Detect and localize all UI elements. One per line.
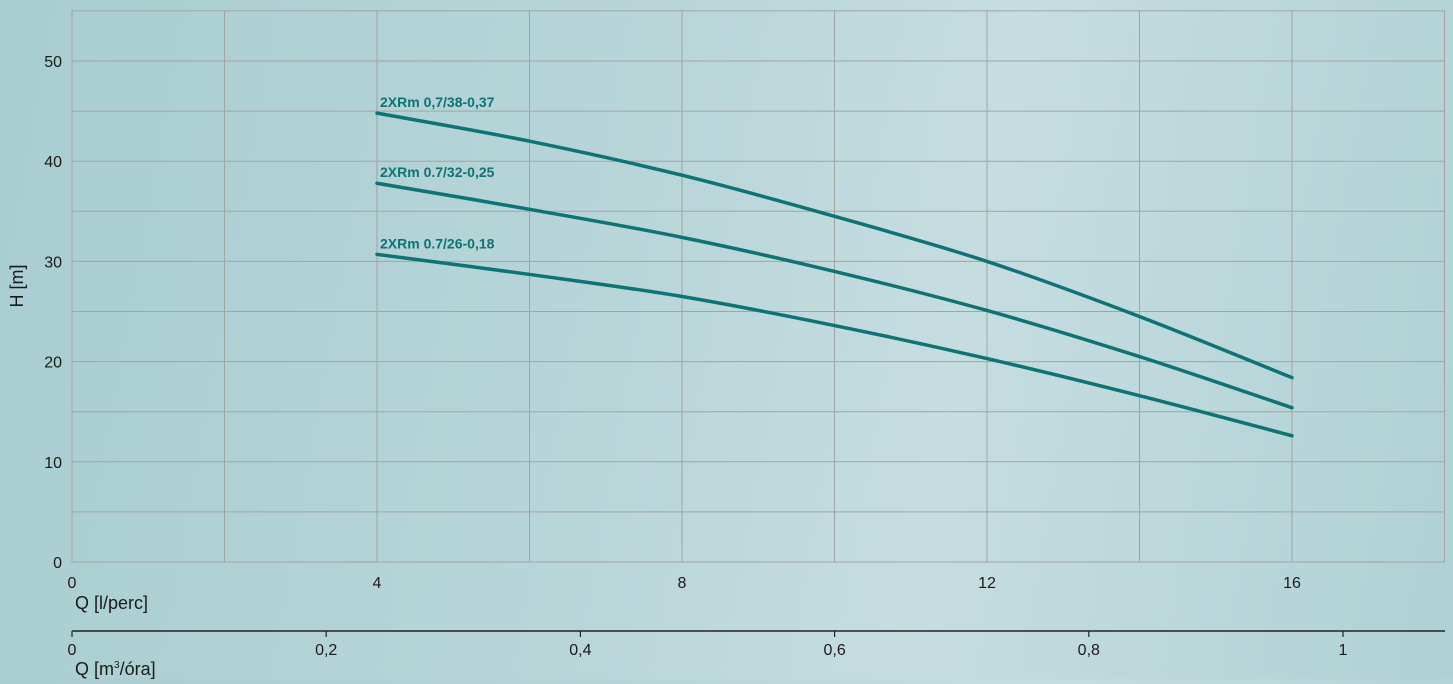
y-tick-label: 40 bbox=[44, 154, 62, 171]
x-tick-label: 12 bbox=[978, 575, 996, 592]
x-tick-label: 16 bbox=[1283, 575, 1301, 592]
series-label: 2XRm 0.7/32-0,25 bbox=[380, 164, 495, 180]
secondary-tick-label: 0,4 bbox=[569, 642, 591, 659]
secondary-tick-label: 1 bbox=[1339, 642, 1348, 659]
y-tick-label: 30 bbox=[44, 254, 62, 271]
series-line bbox=[375, 252, 1294, 438]
label-layer: 2XRm 0,7/38-0,37 2XRm 0.7/32-0,25 2XRm 0.7… bbox=[380, 94, 495, 251]
secondary-tick-label: 0,2 bbox=[315, 642, 337, 659]
secondary-axis-label: Q [m3/óra] bbox=[75, 659, 156, 679]
y-tick-label: 10 bbox=[44, 455, 62, 472]
secondary-tick-label: 0 bbox=[68, 642, 77, 659]
axis-layer: 0 10 20 30 40 50 0 4 8 12 16 Q [l/perc] H [m] 0 0,2 0,4… bbox=[7, 54, 1445, 679]
y-tick-label: 20 bbox=[44, 355, 62, 372]
series-label: 2XRm 0,7/38-0,37 bbox=[380, 94, 495, 110]
series-line bbox=[375, 181, 1294, 410]
grid-layer bbox=[71, 10, 1445, 563]
series-label: 2XRm 0.7/26-0,18 bbox=[380, 235, 495, 251]
y-tick-label: 50 bbox=[44, 54, 62, 71]
series-line bbox=[375, 111, 1294, 380]
y-axis-label: H [m] bbox=[7, 265, 27, 308]
x-tick-label: 0 bbox=[68, 575, 77, 592]
x-tick-label: 4 bbox=[373, 575, 382, 592]
x-tick-label: 8 bbox=[678, 575, 687, 592]
secondary-tick-label: 0,6 bbox=[823, 642, 845, 659]
x-axis-label: Q [l/perc] bbox=[75, 593, 148, 613]
y-tick-label: 0 bbox=[53, 555, 62, 572]
series-layer bbox=[375, 111, 1294, 438]
secondary-tick-label: 0,8 bbox=[1078, 642, 1100, 659]
